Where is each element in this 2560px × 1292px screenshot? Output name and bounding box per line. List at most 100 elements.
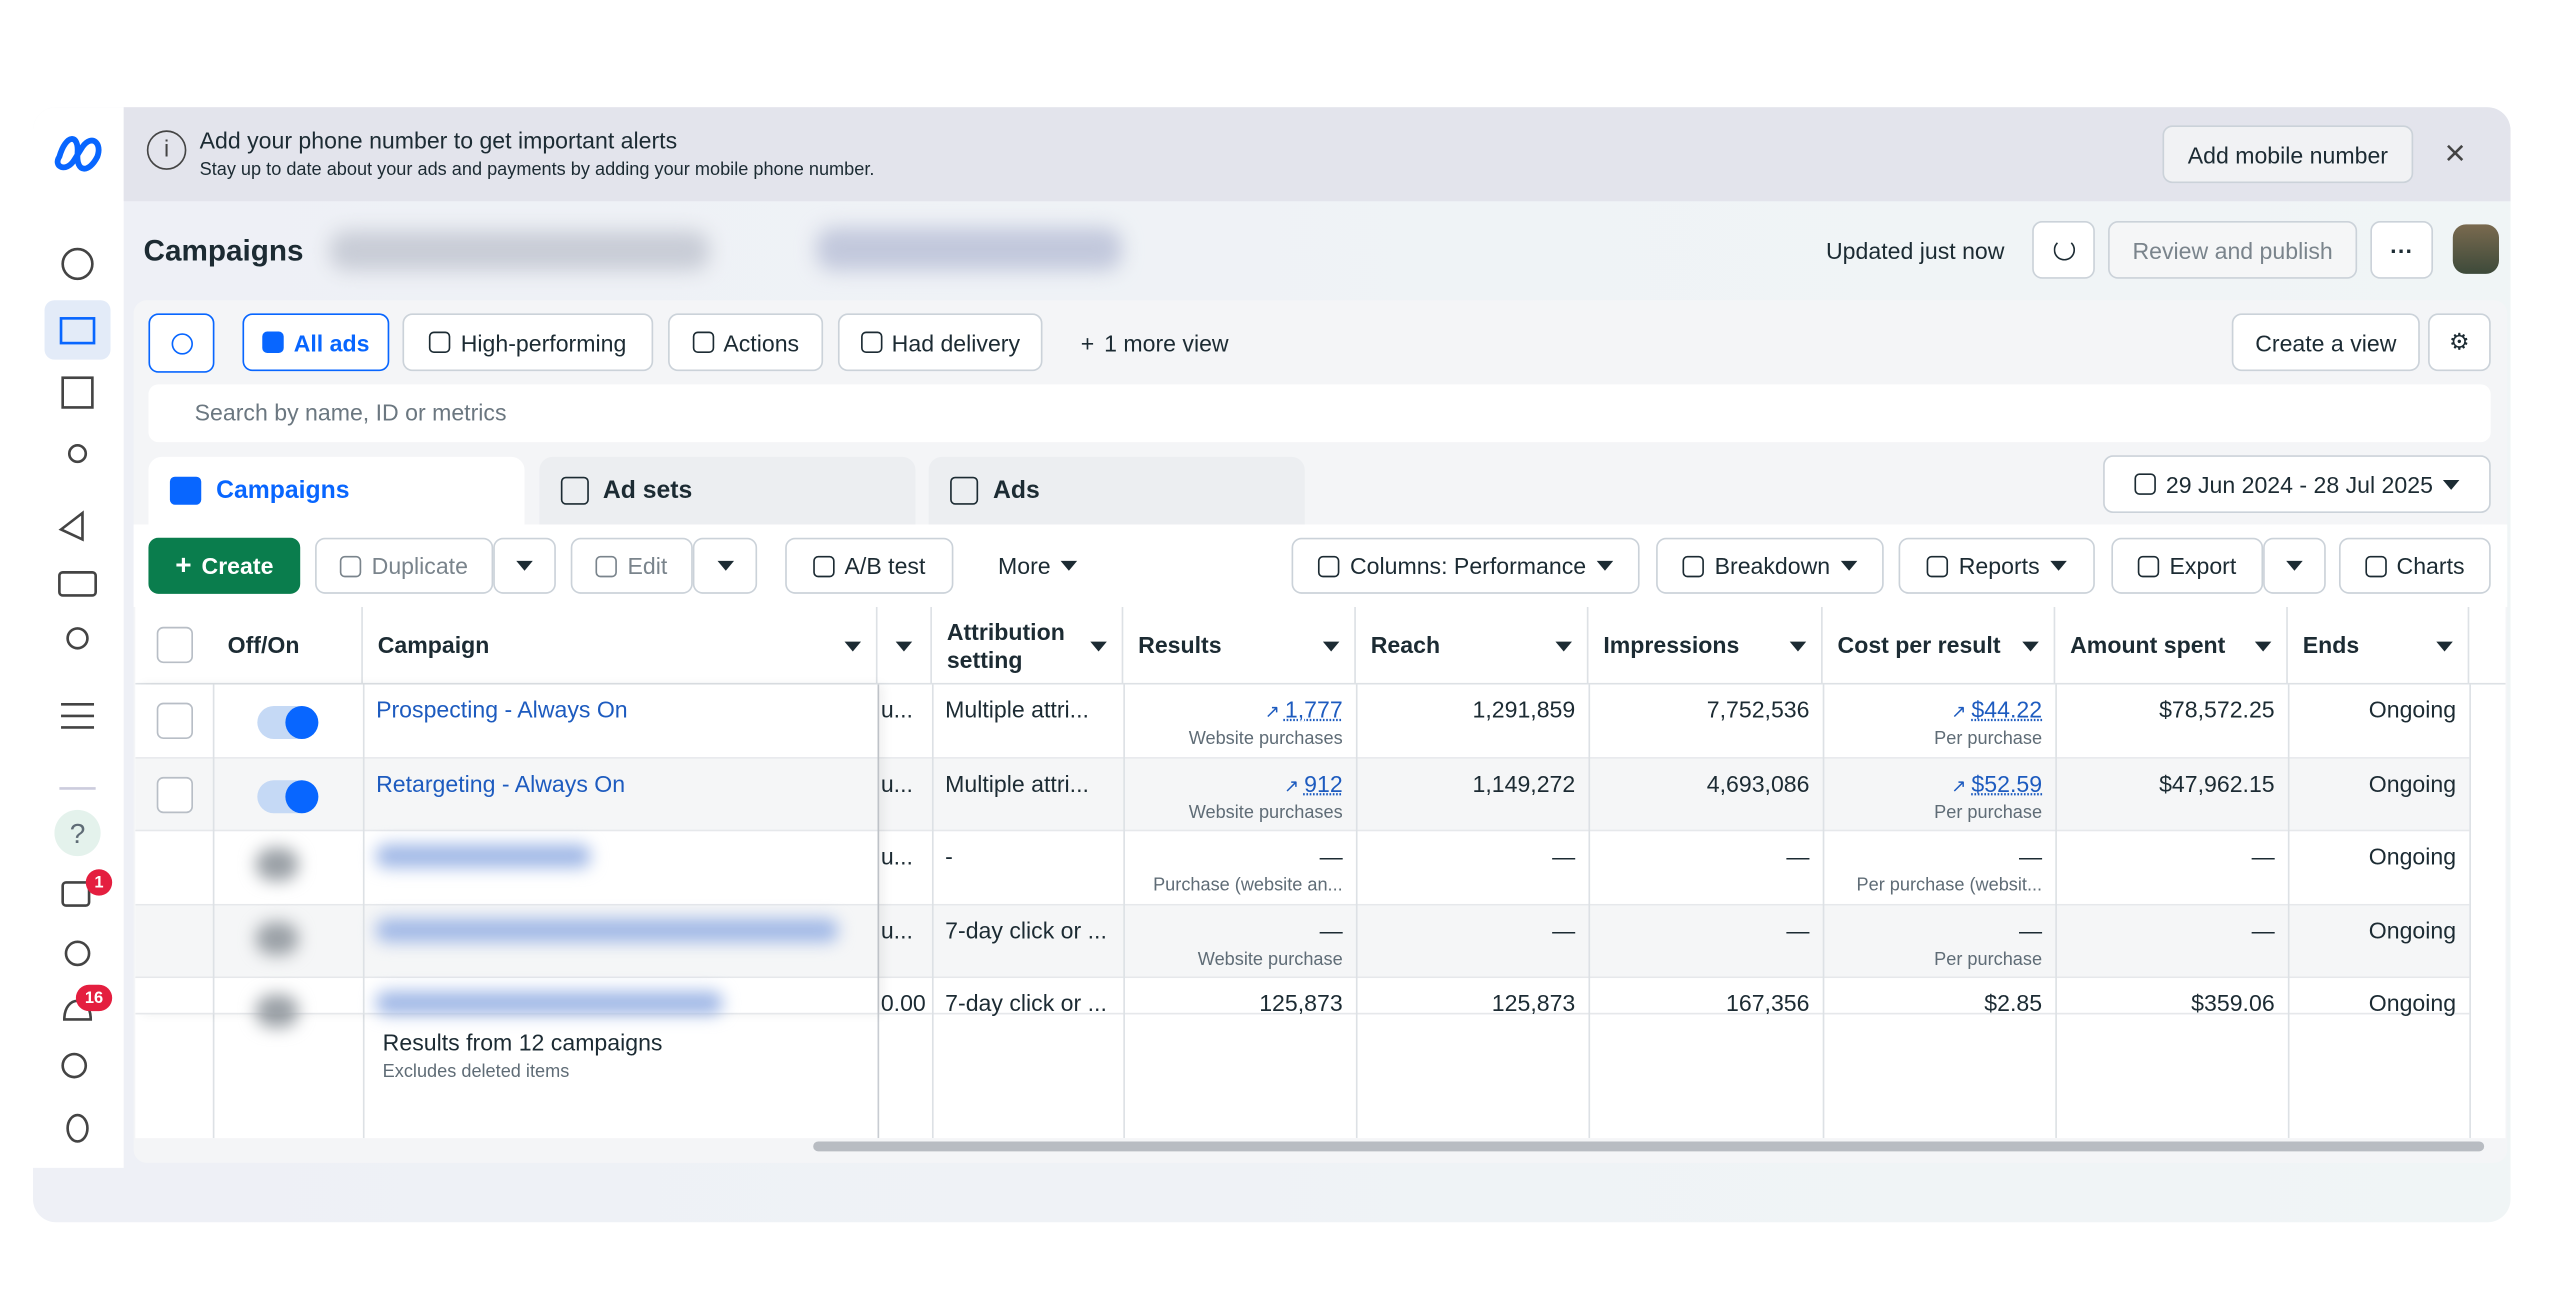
ends-cell: Ongoing [2288,905,2469,954]
search-input[interactable]: Search by name, ID or metrics [148,384,2491,443]
search-button[interactable] [148,313,215,373]
toolbar-button[interactable]: Reports [1898,537,2095,594]
results-cell: ↗ 1,777 Website purchases [1123,685,1356,761]
view-button[interactable]: High-performing [402,313,654,372]
scrollbar[interactable] [813,1141,2485,1152]
nav-icon [61,703,95,729]
dropdown-button[interactable] [692,537,758,594]
toolbar-button[interactable]: Export [2111,537,2264,594]
meta-logo [54,136,102,172]
dropdown-button[interactable] [2263,537,2326,594]
avatar[interactable] [2452,224,2499,274]
impressions-cell: 4,693,086 [1588,758,1822,807]
column-label: Campaign [377,631,490,659]
hidden: 0.00 [880,989,926,1017]
status-toggle[interactable] [257,779,319,813]
toolbar-button[interactable]: A/B test [785,537,954,594]
view-settings-button[interactable]: ⚙ [2428,313,2491,372]
impressions-cell: 167,356 [1588,978,1822,1027]
select-all-checkbox[interactable] [156,626,193,664]
view-label: Actions [723,329,800,356]
results-cell: ↗ 912 Website purchases [1123,758,1356,834]
status-toggle[interactable] [257,705,319,739]
tab-icon [560,476,589,505]
column-header[interactable]: Attribution setting [932,607,1124,685]
results-cell: 125,873 [1123,978,1356,1027]
add-mobile-button[interactable]: Add mobile number [2162,125,2414,184]
refresh-button[interactable] [2032,221,2095,279]
caret [1596,560,1613,571]
view-label: High-performing [460,329,627,356]
column-divider [2055,684,2057,1139]
attribution-cell: 7-day click or ... [932,905,1123,954]
date-range-button[interactable]: 29 Jun 2024 - 28 Jul 2025 [2103,455,2491,513]
frozen-shadow [135,685,877,1015]
header-cell [878,607,932,685]
attribution-cell: 7-day click or ... [932,978,1123,1027]
column-header[interactable]: Reach [1356,607,1589,685]
column-header[interactable]: Ends [2288,607,2470,685]
results[interactable]: 912 [1304,769,1343,796]
column-header[interactable]: Impressions [1588,607,1823,685]
view-label: 1 more view [1104,329,1229,356]
column-header[interactable]: Off/On [213,607,363,685]
button-icon [596,555,618,577]
view-button[interactable]: All ads [242,313,390,372]
column-header[interactable]: Amount spent [2055,607,2288,685]
toolbar-button[interactable]: + Create [148,537,301,594]
row-checkbox[interactable] [156,702,193,739]
toolbar-button[interactable]: Charts [2338,537,2491,594]
cost[interactable]: $44.22 [1971,696,2043,723]
review-publish-button[interactable]: Review and publish [2108,221,2358,279]
results[interactable]: 1,777 [1284,696,1343,723]
view-button[interactable]: +1 more view [1064,313,1245,371]
toggle-knob [285,779,319,813]
view-button[interactable]: Actions [668,313,824,372]
table-row [135,831,2470,905]
toolbar-button[interactable]: Duplicate [315,537,494,594]
level-tab[interactable]: Campaigns [148,456,525,525]
reach-cell: — [1356,831,1589,880]
spent: $359.06 [2191,989,2275,1017]
create-view-button[interactable]: Create a view [2231,313,2420,372]
cost[interactable]: $52.59 [1971,769,2043,796]
blurred-toggle [255,994,299,1028]
campaign-name[interactable]: Retargeting - Always On [376,769,626,796]
toolbar-button[interactable]: Columns: Performance [1291,537,1640,594]
cost: — [2018,916,2043,943]
caret [516,560,533,571]
search-placeholder: Search by name, ID or metrics [194,399,507,426]
results: — [1319,916,1343,943]
campaign-name[interactable]: Prospecting - Always On [376,696,628,723]
close-button[interactable]: × [2444,131,2466,174]
attribution-cell: - [932,831,1123,880]
nav-active-bg [44,300,111,360]
row-checkbox[interactable] [156,776,193,813]
column-header[interactable]: Campaign [363,607,878,685]
level-tab[interactable]: Ad sets [538,456,915,525]
dropdown-button[interactable] [493,537,556,594]
attribution: - [945,842,953,870]
toolbar-button[interactable]: Edit [570,537,693,594]
reach: 125,873 [1491,989,1576,1017]
toolbar-button[interactable]: More [973,537,1102,594]
footer-title: Results from 12 campaigns [382,1029,663,1056]
column-header[interactable]: Results [1123,607,1356,685]
hidden-cell: 0.00 [878,978,932,1027]
column-header[interactable]: Cost per result [1823,607,2056,685]
caret [2286,560,2303,571]
level-tab[interactable]: Ads [928,456,1305,525]
view-icon [860,331,882,353]
more-options-button[interactable]: ··· [2370,221,2434,279]
column-label: Ends [2302,631,2360,659]
caret [2254,640,2272,651]
view-button[interactable]: Had delivery [837,313,1043,372]
ends: Ongoing [2368,696,2457,723]
toolbar-button[interactable]: Breakdown [1656,537,1884,594]
hidden-cell: u... [878,905,932,954]
nav-icon [66,1113,89,1143]
blurred-campaign-name [376,844,591,868]
tab-label: Campaigns [216,476,350,505]
update-status: Updated just now [1825,237,2005,264]
